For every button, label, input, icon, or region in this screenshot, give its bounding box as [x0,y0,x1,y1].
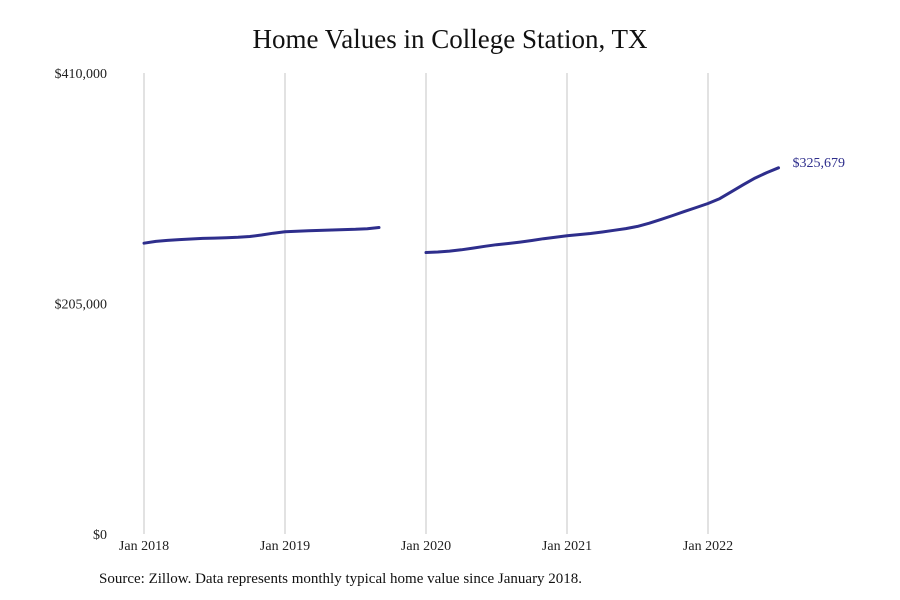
x-tick-label: Jan 2020 [401,539,451,554]
source-note: Source: Zillow. Data represents monthly … [99,571,583,587]
series-layer [142,166,780,254]
x-tick-label: Jan 2022 [683,539,733,554]
chart-title: Home Values in College Station, TX [252,24,648,54]
end-value-label: $325,679 [793,156,846,171]
series-line-segment [142,226,381,245]
y-tick-label: $0 [93,528,107,543]
gridlines [143,73,709,534]
x-tick-label: Jan 2019 [260,539,310,554]
x-axis-ticks: Jan 2018 Jan 2019 Jan 2020 Jan 2021 Jan 2022 [119,539,733,554]
x-tick-label: Jan 2018 [119,539,169,554]
y-tick-label: $410,000 [55,67,108,82]
x-tick-label: Jan 2021 [542,539,592,554]
series-line-segment [424,166,780,254]
y-tick-label: $205,000 [55,298,108,313]
y-axis-ticks: $410,000 $205,000 $0 [55,67,108,543]
